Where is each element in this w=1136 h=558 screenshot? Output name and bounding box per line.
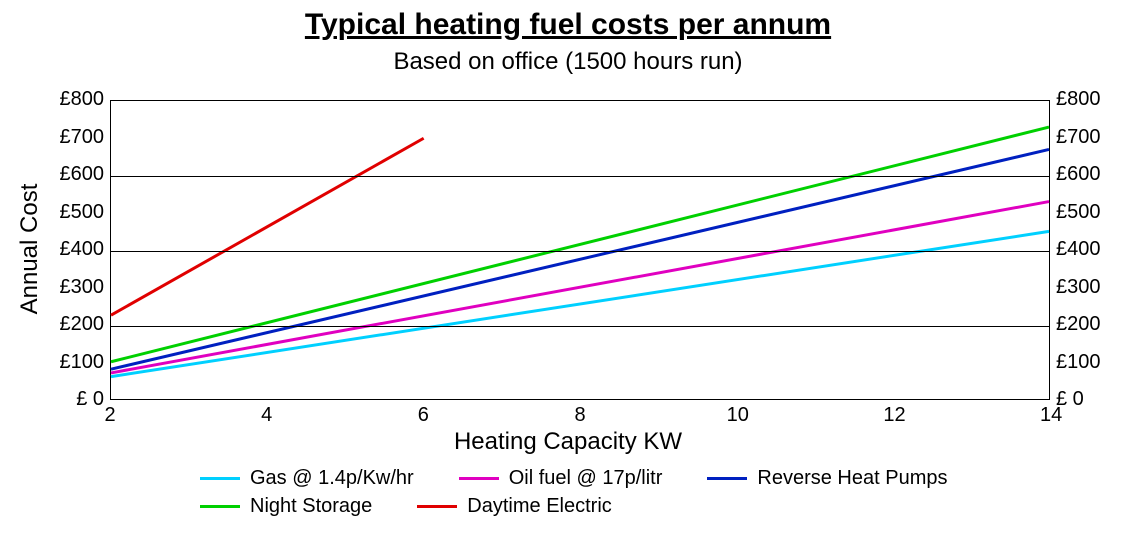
y-tick-label-right: £100 xyxy=(1056,351,1101,374)
x-tick-label: 2 xyxy=(100,404,120,427)
legend-label: Gas @ 1.4p/Kw/hr xyxy=(250,464,414,492)
x-axis-label: Heating Capacity KW xyxy=(0,428,1136,456)
chart-lines xyxy=(111,101,1049,399)
chart-title: Typical heating fuel costs per annum xyxy=(0,8,1136,42)
legend-swatch xyxy=(707,477,747,480)
series-line xyxy=(111,231,1049,376)
y-tick-label-left: £200 xyxy=(60,313,105,336)
series-line xyxy=(111,149,1049,369)
gridline xyxy=(111,326,1049,327)
y-tick-label-left: £800 xyxy=(60,88,105,111)
y-tick-label-left: £700 xyxy=(60,126,105,149)
legend-item: Night Storage xyxy=(200,492,372,520)
y-tick-label-left: £500 xyxy=(60,201,105,224)
legend-label: Night Storage xyxy=(250,492,372,520)
legend-label: Daytime Electric xyxy=(467,492,611,520)
gridline xyxy=(111,176,1049,177)
y-tick-label-right: £600 xyxy=(1056,163,1101,186)
x-tick-label: 8 xyxy=(570,404,590,427)
plot-area xyxy=(110,100,1050,400)
legend-item: Daytime Electric xyxy=(417,492,611,520)
x-tick-label: 10 xyxy=(727,404,747,427)
legend-label: Oil fuel @ 17p/litr xyxy=(509,464,663,492)
x-tick-label: 4 xyxy=(257,404,277,427)
chart-container: Typical heating fuel costs per annum Bas… xyxy=(0,0,1136,558)
y-tick-label-right: £800 xyxy=(1056,88,1101,111)
y-tick-label-right: £500 xyxy=(1056,201,1101,224)
series-line xyxy=(111,202,1049,373)
y-tick-label-left: £100 xyxy=(60,351,105,374)
legend-swatch xyxy=(200,477,240,480)
legend-label: Reverse Heat Pumps xyxy=(757,464,947,492)
legend-swatch xyxy=(459,477,499,480)
gridline xyxy=(111,251,1049,252)
x-tick-label: 12 xyxy=(883,404,903,427)
legend-swatch xyxy=(417,505,457,508)
y-tick-label-left: £600 xyxy=(60,163,105,186)
y-axis-label: Annual Cost xyxy=(16,179,44,319)
y-tick-label-right: £300 xyxy=(1056,276,1101,299)
y-tick-label-right: £400 xyxy=(1056,238,1101,261)
chart-subtitle: Based on office (1500 hours run) xyxy=(0,48,1136,76)
legend-item: Reverse Heat Pumps xyxy=(707,464,947,492)
y-tick-label-left: £300 xyxy=(60,276,105,299)
legend-item: Oil fuel @ 17p/litr xyxy=(459,464,663,492)
x-tick-label: 14 xyxy=(1040,404,1060,427)
x-tick-label: 6 xyxy=(413,404,433,427)
y-tick-label-right: £700 xyxy=(1056,126,1101,149)
y-tick-label-left: £400 xyxy=(60,238,105,261)
y-tick-label-right: £200 xyxy=(1056,313,1101,336)
chart-legend: Gas @ 1.4p/Kw/hr Oil fuel @ 17p/litr Rever… xyxy=(200,464,1000,520)
legend-swatch xyxy=(200,505,240,508)
series-line xyxy=(111,138,424,315)
legend-item: Gas @ 1.4p/Kw/hr xyxy=(200,464,414,492)
